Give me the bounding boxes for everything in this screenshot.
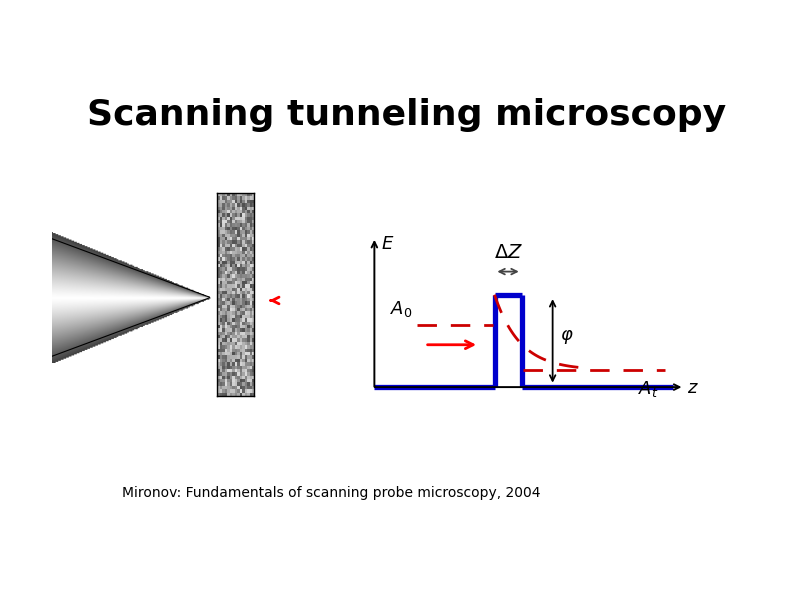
- Text: $\varphi$: $\varphi$: [561, 328, 574, 346]
- Text: Mironov: Fundamentals of scanning probe microscopy, 2004: Mironov: Fundamentals of scanning probe …: [122, 486, 541, 500]
- Text: Scanning tunneling microscopy: Scanning tunneling microscopy: [87, 98, 727, 132]
- Text: $A_t$: $A_t$: [638, 380, 658, 399]
- Text: $A_0$: $A_0$: [390, 299, 412, 318]
- Text: $\Delta Z$: $\Delta Z$: [494, 243, 522, 262]
- Text: $z$: $z$: [688, 379, 700, 397]
- Text: $E$: $E$: [380, 236, 394, 253]
